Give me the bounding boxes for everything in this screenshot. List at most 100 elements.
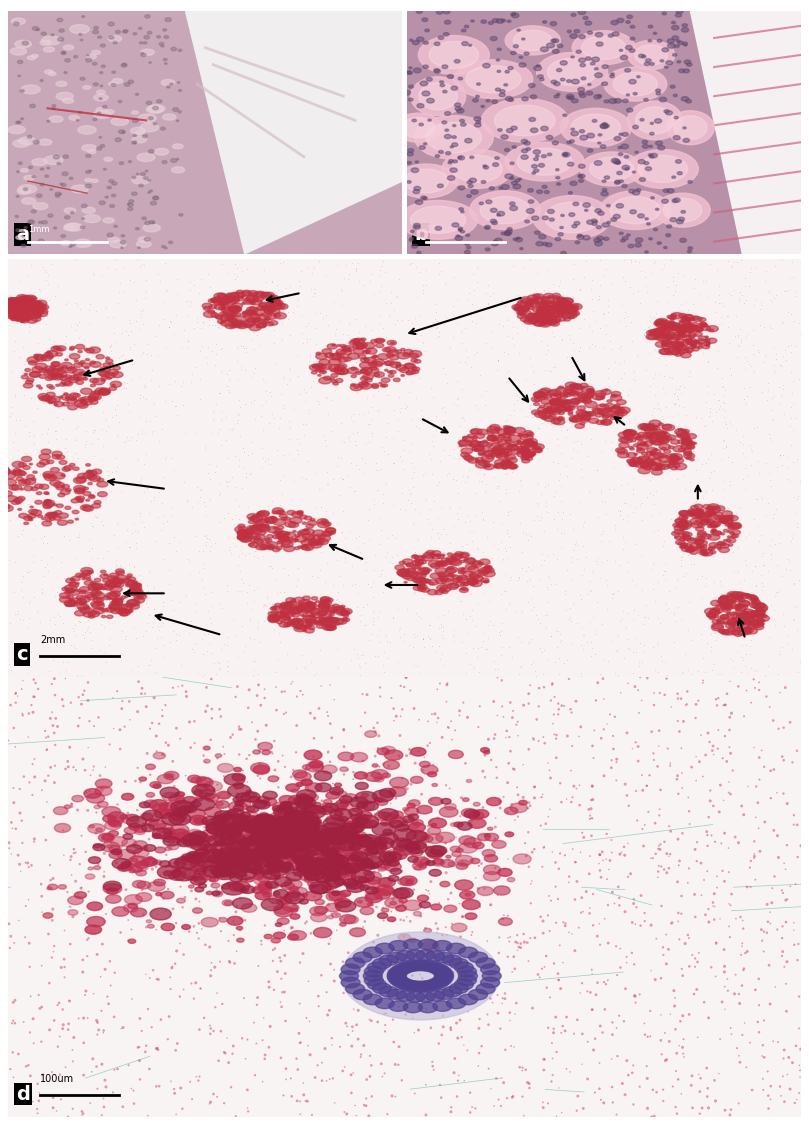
Point (337, 984, 350, 1002)
Point (739, 291, 752, 309)
Point (504, 502, 517, 520)
Circle shape (28, 135, 32, 138)
Circle shape (543, 20, 547, 24)
Circle shape (55, 195, 60, 197)
Circle shape (153, 196, 159, 200)
Circle shape (94, 26, 98, 29)
Circle shape (125, 580, 135, 585)
Ellipse shape (628, 150, 698, 188)
Point (57, 409, 70, 428)
Circle shape (444, 803, 456, 810)
Point (714, 1030, 726, 1048)
Point (410, 574, 423, 592)
Point (392, 998, 405, 1016)
Point (352, 254, 365, 272)
Circle shape (367, 979, 387, 989)
Point (445, 1099, 458, 1117)
Point (711, 505, 724, 523)
Point (231, 414, 244, 432)
Point (776, 638, 789, 656)
Point (653, 800, 666, 818)
Point (605, 831, 618, 849)
Point (246, 433, 259, 451)
Circle shape (455, 107, 462, 111)
Point (201, 625, 214, 643)
Circle shape (713, 525, 717, 527)
Circle shape (310, 615, 315, 617)
Point (702, 512, 715, 530)
Circle shape (303, 605, 315, 611)
Point (676, 967, 689, 985)
Point (70, 509, 83, 527)
Point (227, 305, 240, 323)
Circle shape (190, 862, 204, 870)
Point (36, 534, 49, 552)
Circle shape (377, 748, 389, 755)
Point (779, 861, 792, 879)
Point (552, 971, 565, 989)
Circle shape (385, 898, 403, 908)
Circle shape (109, 605, 121, 610)
Point (673, 1037, 686, 1055)
Point (703, 733, 716, 751)
Circle shape (614, 136, 621, 141)
Point (487, 693, 500, 711)
Circle shape (483, 63, 490, 68)
Point (459, 473, 472, 491)
Point (28, 1034, 40, 1052)
Circle shape (32, 309, 44, 315)
Circle shape (317, 826, 328, 831)
Point (288, 895, 301, 913)
Point (170, 825, 183, 843)
Point (711, 391, 724, 409)
Point (547, 275, 560, 293)
Point (516, 1061, 529, 1079)
Point (527, 778, 540, 796)
Circle shape (432, 550, 441, 555)
Circle shape (510, 52, 516, 54)
Point (440, 693, 453, 711)
Circle shape (261, 319, 269, 324)
Point (232, 510, 245, 528)
Circle shape (287, 510, 295, 514)
Point (627, 1057, 640, 1075)
Point (227, 418, 239, 437)
Circle shape (95, 779, 112, 788)
Circle shape (354, 386, 359, 388)
Circle shape (404, 940, 422, 950)
Point (165, 393, 178, 411)
Point (47, 506, 60, 525)
Point (12, 476, 25, 494)
Point (366, 995, 379, 1013)
Circle shape (526, 432, 534, 437)
Point (386, 948, 399, 966)
Point (674, 377, 687, 395)
Point (460, 664, 472, 682)
Point (643, 766, 656, 784)
Point (494, 532, 507, 550)
Circle shape (754, 611, 758, 614)
Circle shape (226, 813, 234, 818)
Point (358, 616, 371, 634)
Point (607, 584, 620, 602)
Point (683, 860, 696, 878)
Point (612, 354, 625, 372)
Point (349, 333, 362, 351)
Ellipse shape (572, 30, 635, 64)
Circle shape (357, 801, 375, 811)
Ellipse shape (410, 77, 466, 115)
Circle shape (486, 442, 493, 446)
Circle shape (267, 852, 282, 861)
Circle shape (504, 430, 513, 435)
Point (170, 270, 183, 288)
Circle shape (715, 505, 725, 511)
Point (253, 501, 266, 519)
Circle shape (82, 204, 87, 208)
Circle shape (642, 433, 653, 439)
Circle shape (705, 341, 709, 343)
Circle shape (70, 398, 75, 400)
Circle shape (498, 449, 509, 455)
Point (775, 566, 788, 584)
Point (380, 650, 393, 668)
Point (667, 981, 680, 999)
